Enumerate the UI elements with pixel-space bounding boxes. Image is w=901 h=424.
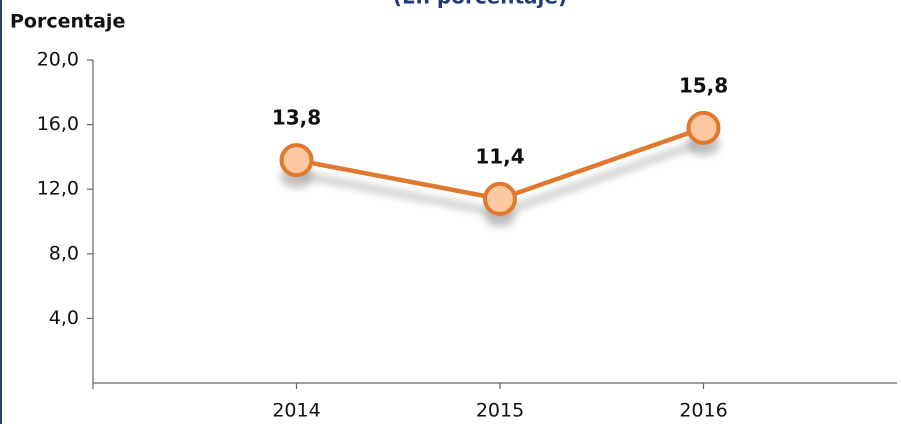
marker bbox=[483, 181, 517, 216]
data-label: 13,8 bbox=[272, 106, 321, 130]
marker bbox=[686, 110, 721, 145]
y-axis-label: Porcentaje bbox=[10, 11, 125, 33]
data-label: 15,8 bbox=[679, 73, 728, 97]
marker bbox=[279, 143, 314, 178]
y-tick-label: 8,0 bbox=[49, 242, 79, 264]
left-border bbox=[0, 0, 2, 424]
y-tick-label: 20,0 bbox=[37, 49, 79, 71]
x-tick-label: 2014 bbox=[272, 400, 320, 422]
y-tick-label: 12,0 bbox=[37, 178, 79, 200]
x-tick-label: 2016 bbox=[679, 400, 727, 422]
x-tick-label: 2015 bbox=[476, 400, 524, 422]
y-tick-label: 16,0 bbox=[37, 113, 79, 135]
data-label: 11,4 bbox=[475, 144, 524, 168]
y-tick-label: 4,0 bbox=[49, 307, 79, 329]
chart-title: (En porcentaje) bbox=[393, 0, 567, 9]
